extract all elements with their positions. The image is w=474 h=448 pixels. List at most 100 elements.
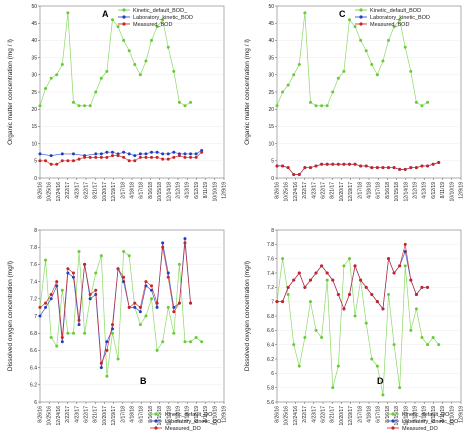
data-point-a-1-8 — [110, 150, 114, 154]
data-point-b-2-0 — [38, 305, 42, 309]
data-point-a-1-13 — [138, 152, 142, 156]
y-tick-label-b-6: 7.2 — [30, 297, 37, 303]
data-point-b-2-4 — [60, 336, 64, 339]
data-point-b-2-13 — [110, 323, 114, 327]
x-tick-label-a-19: 10/10/19 — [212, 182, 218, 202]
y-tick-label-c-10: 50 — [268, 4, 274, 10]
data-point-d-0-9 — [325, 278, 329, 282]
data-point-b-0-20 — [150, 297, 154, 301]
data-point-b-0-19 — [144, 314, 148, 318]
data-point-a-2-19 — [144, 155, 148, 159]
y-tick-label-d-7: 7 — [271, 299, 274, 305]
data-point-d-2-15 — [359, 278, 363, 282]
y-tick-label-c-3: 15 — [268, 124, 274, 130]
data-point-b-2-24 — [172, 310, 176, 314]
data-point-c-0-5 — [303, 11, 307, 15]
series-line-d-0 — [276, 257, 439, 395]
data-point-d-0-18 — [375, 364, 379, 368]
data-point-b-0-16 — [127, 254, 131, 258]
data-point-c-2-9 — [325, 162, 329, 166]
x-tick-label-c-20: 12/9/19 — [459, 182, 465, 199]
data-point-d-0-10 — [331, 386, 335, 390]
legend-label-c-1: Laboratory_kinetic_BOD — [370, 15, 430, 21]
x-tick-label-c-4: 4/23/17 — [311, 182, 317, 199]
data-point-c-2-12 — [342, 162, 346, 166]
panel-label-c: C — [339, 9, 346, 19]
data-point-a-2-21 — [155, 155, 159, 159]
data-point-a-1-2 — [60, 152, 64, 156]
data-point-b-2-27 — [189, 301, 193, 305]
data-point-a-2-12 — [105, 155, 109, 159]
data-point-c-0-8 — [320, 104, 324, 108]
x-tick-label-a-12: 8/16/18 — [148, 182, 154, 199]
y-tick-label-d-11: 7.8 — [267, 242, 274, 248]
data-point-a-1-16 — [155, 150, 159, 154]
x-tick-label-a-1: 10/25/16 — [47, 182, 53, 202]
data-point-b-1-7 — [77, 323, 81, 327]
x-tick-label-d-18: 8/11/19 — [440, 406, 446, 423]
data-point-a-0-13 — [110, 18, 114, 22]
data-point-a-0-0 — [38, 104, 42, 108]
x-tick-label-d-1: 10/25/16 — [284, 406, 290, 426]
data-point-a-1-10 — [122, 150, 126, 154]
data-point-a-1-15 — [150, 150, 154, 154]
x-tick-label-a-9: 2/17/18 — [120, 182, 126, 199]
data-point-a-2-23 — [166, 157, 170, 161]
x-tick-label-d-7: 10/20/17 — [339, 406, 345, 426]
data-point-c-0-22 — [398, 18, 402, 22]
series-line-b-2 — [39, 242, 191, 364]
x-tick-label-d-6: 8/21/17 — [330, 406, 336, 423]
data-point-c-2-0 — [275, 164, 279, 168]
y-tick-label-d-8: 7.2 — [267, 285, 274, 291]
y-tick-label-c-9: 45 — [268, 21, 274, 27]
y-tick-label-c-4: 20 — [268, 107, 274, 113]
data-point-b-0-27 — [189, 340, 193, 344]
data-point-d-0-6 — [308, 300, 312, 304]
data-point-b-0-13 — [110, 331, 114, 335]
x-tick-label-c-16: 4/13/19 — [422, 182, 428, 199]
data-point-d-0-16 — [364, 321, 368, 325]
data-point-d-2-3 — [292, 278, 296, 282]
y-tick-label-a-1: 5 — [34, 159, 37, 165]
x-tick-label-a-18: 8/11/19 — [203, 182, 209, 199]
data-point-b-2-6 — [71, 271, 75, 275]
data-point-a-0-26 — [183, 104, 187, 108]
x-tick-label-c-3: 2/22/17 — [302, 182, 308, 199]
x-tick-label-c-11: 6/17/18 — [376, 182, 382, 199]
data-point-b-0-1 — [44, 258, 48, 262]
y-tick-label-c-1: 5 — [271, 159, 274, 165]
x-tick-label-c-14: 12/14/18 — [403, 182, 409, 202]
y-tick-label-d-0: 5.6 — [267, 400, 274, 406]
x-tick-label-b-16: 4/13/19 — [185, 406, 191, 423]
y-axis-label-d: Dissolved oxygen concentration (mg/l) — [244, 261, 251, 371]
data-point-d-0-4 — [297, 364, 301, 368]
x-tick-label-d-3: 2/22/17 — [302, 406, 308, 423]
legend-marker-a-0 — [122, 8, 126, 12]
data-point-d-2-23 — [403, 242, 407, 246]
x-tick-label-a-15: 2/12/19 — [176, 182, 182, 199]
data-point-a-2-3 — [55, 162, 59, 166]
y-tick-label-b-9: 7.8 — [30, 245, 37, 251]
data-point-a-1-1 — [49, 154, 53, 158]
data-point-c-2-2 — [286, 166, 290, 170]
data-point-d-0-12 — [342, 264, 346, 268]
data-point-d-2-21 — [392, 271, 396, 275]
data-point-d-2-12 — [342, 307, 346, 311]
y-tick-label-d-9: 7.4 — [267, 271, 274, 277]
data-point-d-0-5 — [303, 336, 307, 339]
legend-label-b-0: Kinetic_default_DO — [165, 412, 213, 418]
y-tick-label-a-6: 30 — [31, 73, 37, 79]
data-point-a-2-2 — [49, 162, 53, 166]
legend-label-a-1: Laboratory_kinetic_BOD — [133, 15, 193, 21]
data-point-c-2-26 — [420, 164, 424, 168]
data-point-a-2-9 — [88, 155, 92, 159]
panel-label-b: B — [140, 376, 147, 386]
x-tick-label-d-8: 12/19/17 — [348, 406, 354, 426]
data-point-d-2-24 — [409, 278, 413, 282]
data-point-d-0-27 — [426, 343, 430, 347]
x-tick-label-a-14: 12/14/18 — [166, 182, 172, 202]
y-tick-label-b-7: 7.4 — [30, 279, 37, 285]
x-tick-label-a-4: 4/23/17 — [74, 182, 80, 199]
data-point-c-0-13 — [347, 18, 351, 22]
x-tick-label-a-8: 12/19/17 — [111, 182, 117, 202]
